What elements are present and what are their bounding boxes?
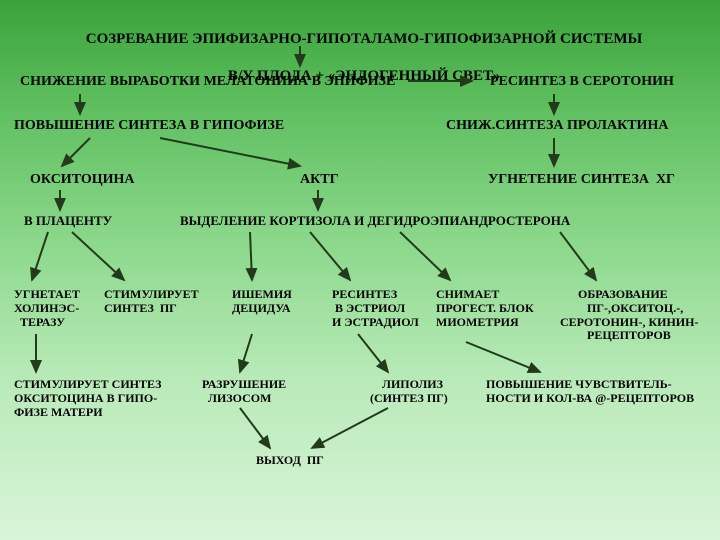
- node-n14: СНИМАЕТ ПРОГЕСТ. БЛОК МИОМЕТРИЯ: [436, 288, 534, 329]
- node-n16: СТИМУЛИРУЕТ СИНТЕЗ ОКСИТОЦИНА В ГИПО- ФИ…: [14, 378, 162, 419]
- node-n20: ВЫХОД ПГ: [256, 454, 324, 468]
- node-n17: РАЗРУШЕНИЕ ЛИЗОСОМ: [202, 378, 286, 406]
- edge: [466, 342, 540, 372]
- node-n1: СНИЖЕНИЕ ВЫРАБОТКИ МЕЛАТОНИНА В ЭПИФИЗЕ: [20, 74, 395, 90]
- node-n13: РЕСИНТЕЗ В ЭСТРИОЛ И ЭСТРАДИОЛ: [332, 288, 419, 329]
- node-n5: ОКСИТОЦИНА: [30, 172, 135, 188]
- node-n4: СНИЖ.СИНТЕЗА ПРОЛАКТИНА: [446, 118, 668, 134]
- edge: [312, 408, 388, 448]
- node-n9: ВЫДЕЛЕНИЕ КОРТИЗОЛА И ДЕГИДРОЭПИАНДРОСТЕ…: [180, 214, 570, 229]
- edge: [310, 232, 350, 280]
- title-line1: СОЗРЕВАНИЕ ЭПИФИЗАРНО-ГИПОТАЛАМО-ГИПОФИЗ…: [86, 31, 643, 47]
- node-n18: ЛИПОЛИЗ (СИНТЕЗ ПГ): [370, 378, 448, 406]
- edge: [160, 138, 300, 166]
- edge: [250, 232, 252, 280]
- node-n11: СТИМУЛИРУЕТ СИНТЕЗ ПГ: [104, 288, 199, 316]
- node-n2: РЕСИНТЕЗ В СЕРОТОНИН: [490, 74, 674, 90]
- node-n6: АКТГ: [300, 172, 339, 188]
- edge: [240, 408, 270, 448]
- edge: [358, 334, 388, 372]
- node-n19: ПОВЫШЕНИЕ ЧУВСТВИТЕЛЬ- НОСТИ И КОЛ-ВА @-…: [486, 378, 694, 406]
- node-n3: ПОВЫШЕНИЕ СИНТЕЗА В ГИПОФИЗЕ: [14, 118, 284, 134]
- node-n15: ОБРАЗОВАНИЕ ПГ-,ОКСИТОЦ.-, СЕРОТОНИН-, К…: [560, 288, 698, 343]
- edge: [400, 232, 450, 280]
- edge: [560, 232, 596, 280]
- node-n7: УГНЕТЕНИЕ СИНТЕЗА ХГ: [488, 172, 675, 188]
- edge: [62, 138, 90, 166]
- edge: [72, 232, 124, 280]
- node-n8: В ПЛАЦЕНТУ: [24, 214, 112, 229]
- edge: [240, 334, 252, 372]
- node-n10: УГНЕТАЕТ ХОЛИНЭС- ТЕРАЗУ: [14, 288, 80, 329]
- node-n12: ИШЕМИЯ ДЕЦИДУА: [232, 288, 292, 316]
- edge: [32, 232, 48, 280]
